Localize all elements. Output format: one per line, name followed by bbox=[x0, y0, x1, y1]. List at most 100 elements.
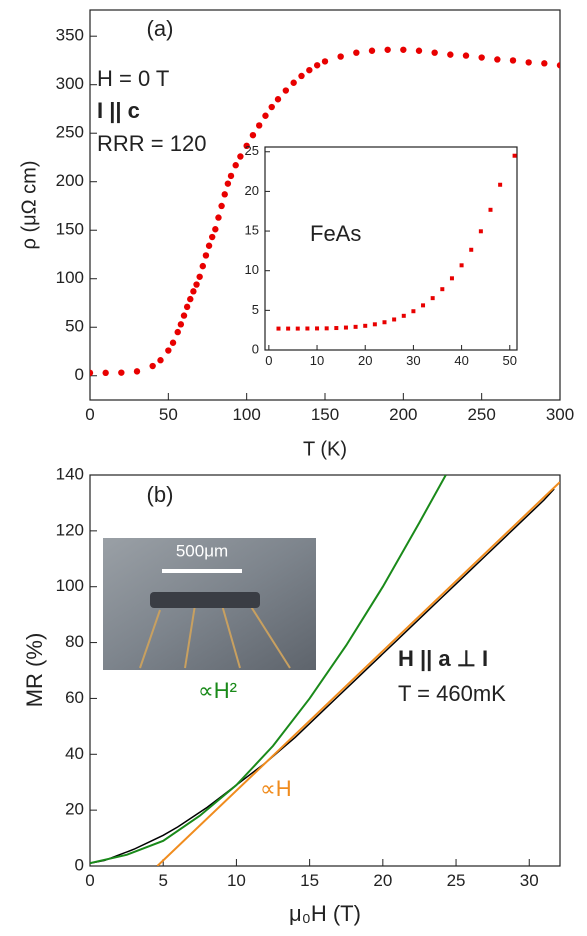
y-tick-label: 100 bbox=[56, 576, 84, 595]
data-point bbox=[494, 56, 501, 63]
data-point bbox=[384, 46, 391, 53]
data-point bbox=[324, 326, 329, 331]
data-line bbox=[156, 481, 560, 866]
x-tick-label: 30 bbox=[406, 353, 420, 368]
data-point bbox=[237, 153, 244, 160]
x-tick-label: 300 bbox=[546, 405, 574, 424]
data-point bbox=[401, 313, 406, 318]
data-point bbox=[440, 287, 445, 292]
data-point bbox=[459, 263, 464, 268]
y-tick-label: 120 bbox=[56, 520, 84, 539]
data-line bbox=[90, 475, 447, 865]
data-point bbox=[262, 112, 269, 119]
x-tick-label: 20 bbox=[373, 871, 392, 890]
data-point bbox=[306, 66, 313, 74]
data-point bbox=[400, 46, 407, 53]
annotation: (b) bbox=[147, 482, 174, 507]
annotation: (a) bbox=[147, 16, 174, 41]
data-point bbox=[199, 262, 206, 270]
x-tick-label: 0 bbox=[85, 871, 94, 890]
data-point bbox=[202, 252, 210, 259]
data-point bbox=[478, 54, 485, 61]
data-point bbox=[286, 326, 291, 331]
annotation: H || a ⊥ I bbox=[398, 646, 488, 671]
data-point bbox=[372, 322, 377, 327]
x-axis-label: μ₀H (T) bbox=[289, 901, 361, 926]
data-point bbox=[498, 182, 503, 187]
data-point bbox=[102, 369, 109, 377]
y-tick-label: 5 bbox=[252, 302, 259, 317]
data-point bbox=[177, 321, 185, 328]
data-point bbox=[430, 296, 435, 301]
x-axis-label: T (K) bbox=[303, 438, 347, 460]
data-point bbox=[169, 339, 177, 346]
x-tick-label: 0 bbox=[265, 353, 272, 368]
x-tick-label: 5 bbox=[158, 871, 167, 890]
data-point bbox=[447, 51, 454, 58]
data-point bbox=[431, 49, 438, 56]
y-tick-label: 0 bbox=[252, 341, 259, 356]
data-point bbox=[315, 326, 320, 331]
data-point bbox=[421, 303, 426, 308]
sample-wires bbox=[139, 604, 291, 669]
data-point bbox=[321, 58, 329, 65]
data-point bbox=[353, 49, 360, 56]
data-point bbox=[157, 357, 164, 364]
data-point bbox=[305, 326, 310, 331]
annotation: I || c bbox=[97, 98, 140, 123]
annotation: ∝H² bbox=[198, 678, 237, 703]
sample-crystal bbox=[150, 592, 260, 608]
data-point bbox=[193, 281, 200, 288]
data-point bbox=[215, 214, 222, 221]
data-point bbox=[243, 142, 250, 150]
x-tick-label: 50 bbox=[503, 353, 517, 368]
x-tick-label: 100 bbox=[232, 405, 260, 424]
data-point bbox=[295, 326, 300, 331]
x-tick-label: 10 bbox=[227, 871, 246, 890]
y-tick-label: 100 bbox=[56, 268, 84, 287]
y-tick-label: 0 bbox=[75, 855, 84, 874]
y-tick-label: 20 bbox=[65, 800, 84, 819]
data-point bbox=[343, 325, 348, 330]
y-tick-label: 140 bbox=[56, 464, 84, 483]
data-point bbox=[469, 247, 474, 252]
data-line bbox=[90, 488, 555, 864]
data-point bbox=[249, 131, 257, 139]
y-tick-label: 80 bbox=[65, 632, 84, 651]
data-point bbox=[183, 303, 191, 311]
data-point bbox=[541, 60, 548, 67]
data-point bbox=[165, 347, 172, 354]
data-point bbox=[392, 317, 397, 322]
data-point bbox=[478, 229, 483, 234]
data-point bbox=[363, 323, 368, 328]
data-point bbox=[488, 207, 493, 212]
annotation: RRR = 120 bbox=[97, 131, 206, 156]
data-point bbox=[282, 87, 290, 94]
data-point bbox=[174, 328, 181, 336]
data-point bbox=[334, 326, 339, 331]
y-tick-label: 15 bbox=[245, 222, 259, 237]
data-point bbox=[525, 59, 532, 66]
data-point bbox=[276, 326, 281, 331]
annotation: ∝H bbox=[260, 776, 292, 801]
data-point bbox=[298, 72, 305, 80]
data-point bbox=[221, 191, 228, 198]
data-point bbox=[509, 57, 517, 64]
y-axis-label: MR (%) bbox=[22, 633, 47, 708]
y-axis-label: ρ (μΩ cm) bbox=[18, 161, 40, 250]
data-point bbox=[196, 273, 203, 280]
data-point bbox=[313, 62, 321, 69]
annotation: H = 0 T bbox=[97, 66, 169, 91]
annotation: FeAs bbox=[310, 221, 361, 246]
y-tick-label: 300 bbox=[56, 74, 84, 93]
y-tick-label: 250 bbox=[56, 123, 84, 142]
y-tick-label: 60 bbox=[65, 688, 84, 707]
data-point bbox=[556, 62, 560, 69]
data-point bbox=[224, 180, 232, 187]
annotation: T = 460mK bbox=[398, 681, 506, 706]
x-tick-label: 40 bbox=[454, 353, 468, 368]
y-tick-label: 10 bbox=[245, 262, 259, 277]
data-point bbox=[449, 276, 454, 281]
data-point bbox=[353, 324, 358, 329]
